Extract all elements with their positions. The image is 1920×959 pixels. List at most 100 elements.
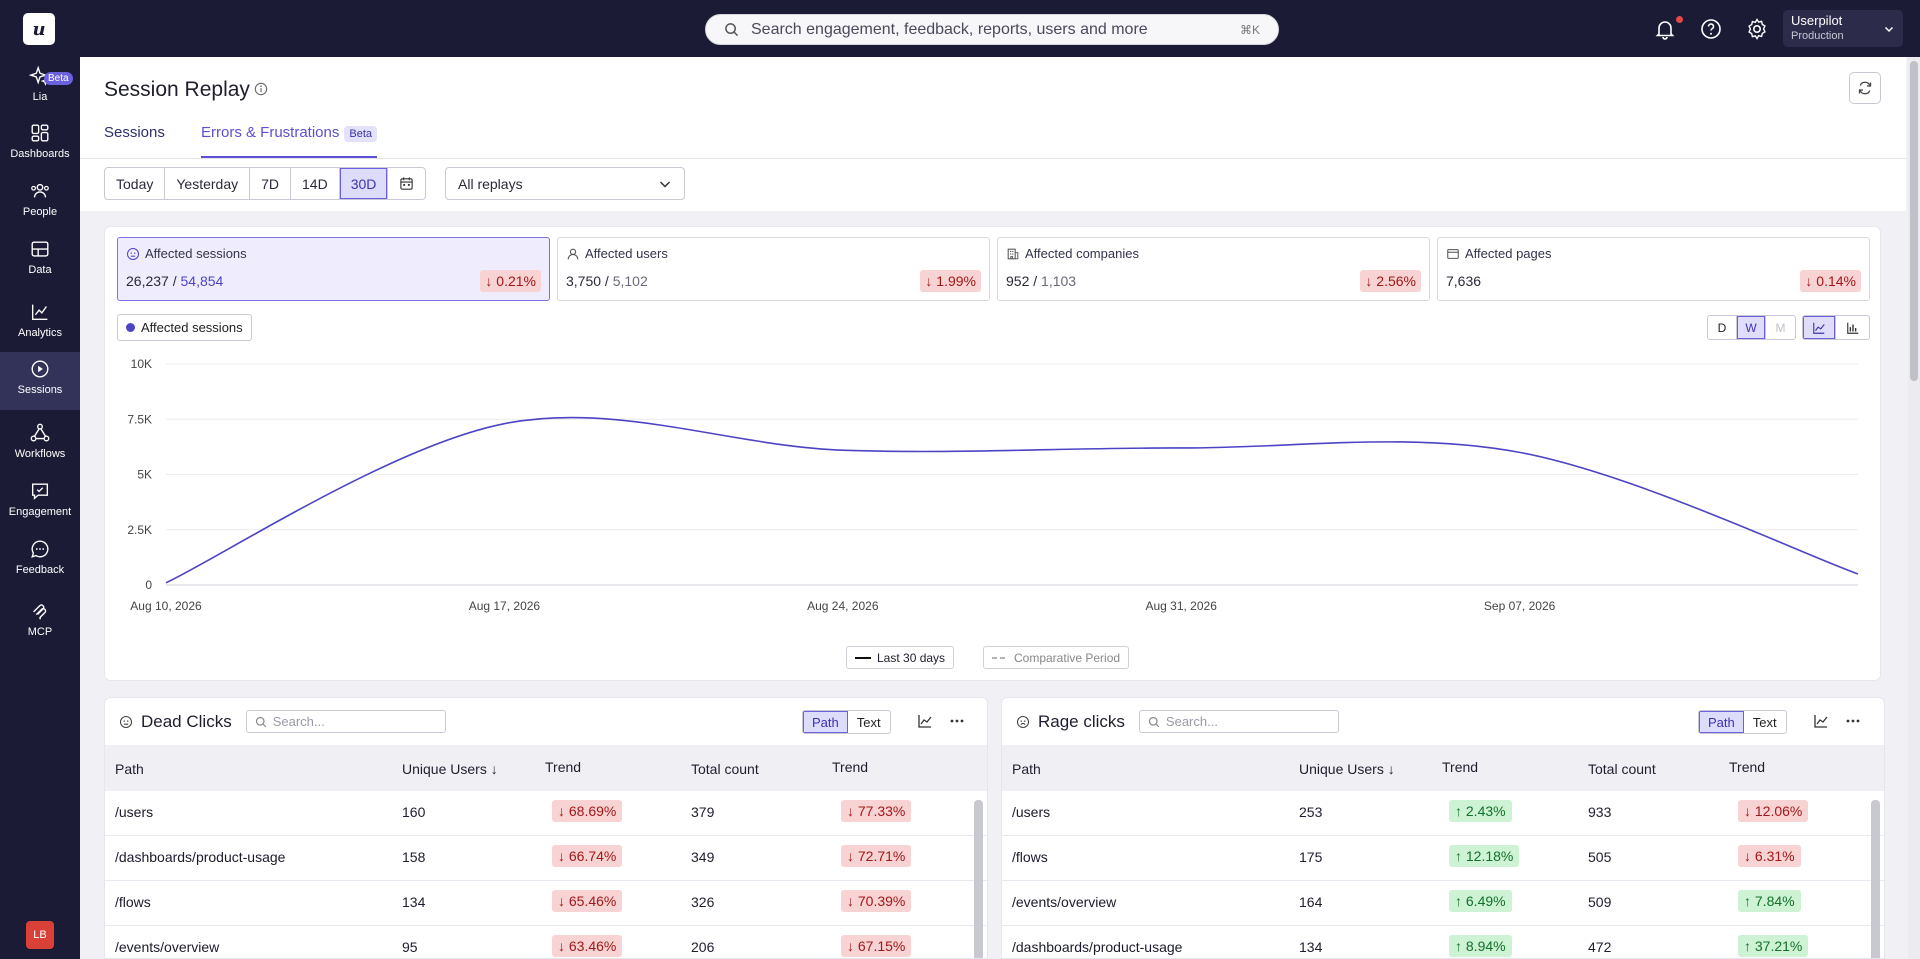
metric-affected-users[interactable]: Affected users 3,750 / 5,102 ↓ 1.99% [557, 237, 990, 301]
more-options-icon[interactable] [1845, 713, 1861, 729]
table-row[interactable]: /flows 175 ↑ 12.18% 505 ↓ 6.31% [1002, 836, 1884, 881]
metric-value: 7,636 [1446, 273, 1482, 289]
table-row[interactable]: /users 253 ↑ 2.43% 933 ↓ 12.06% [1002, 791, 1884, 836]
rage-click-face-icon [1016, 715, 1030, 728]
more-options-icon[interactable] [949, 713, 965, 729]
bar-chart-button[interactable] [1836, 316, 1869, 339]
line-chart-icon[interactable] [1813, 713, 1829, 729]
metric-affected-companies[interactable]: Affected companies 952 / 1,103 ↓ 2.56% [997, 237, 1430, 301]
calendar-button[interactable] [388, 168, 425, 199]
series-chip[interactable]: Affected sessions [117, 314, 252, 341]
data-icon [31, 241, 49, 257]
col-trend[interactable]: Trend [1729, 759, 1766, 775]
info-icon[interactable] [254, 82, 268, 96]
table-row[interactable]: /dashboards/product-usage 158 ↓ 66.74% 349 ↓… [105, 836, 987, 881]
sidebar-item-analytics[interactable]: Analytics [0, 301, 80, 349]
trend-value: 6.31% [1754, 848, 1795, 864]
refresh-button[interactable] [1849, 72, 1881, 104]
sidebar-item-sessions[interactable]: Sessions [0, 352, 80, 410]
table-scrollbar[interactable] [1871, 800, 1880, 958]
metric-total: 54,854 [180, 273, 224, 289]
help-icon[interactable] [1699, 17, 1723, 41]
sidebar-item-engagement[interactable]: Engagement [0, 480, 80, 528]
legend-comparative-period[interactable]: Comparative Period [983, 646, 1130, 669]
building-icon [1007, 248, 1019, 259]
range-30d[interactable]: 30D [339, 168, 389, 199]
sidebar-item-data[interactable]: Data [0, 238, 80, 286]
table-scrollbar[interactable] [974, 800, 983, 958]
sidebar-item-label: Workflows [14, 448, 66, 460]
app-logo[interactable]: u [23, 13, 55, 45]
trend-value: 67.15% [857, 938, 906, 954]
sidebar-item-feedback[interactable]: Feedback [0, 538, 80, 586]
range-7d[interactable]: 7D [250, 168, 292, 199]
line-chart-button[interactable] [1803, 316, 1836, 339]
toggle-path[interactable]: Path [1699, 711, 1744, 733]
toggle-text[interactable]: Text [1752, 714, 1777, 730]
sidebar-item-dashboards[interactable]: Dashboards [0, 122, 80, 170]
rage-clicks-panel: Rage clicks Search... Path Text Path Uniq… [1001, 697, 1885, 959]
dead-clicks-search[interactable]: Search... [245, 710, 446, 733]
account-switcher[interactable]: Userpilot Production [1783, 10, 1903, 47]
sidebar-item-label: Sessions [17, 384, 63, 396]
page-icon [1447, 248, 1459, 259]
cell-path[interactable]: /users [1012, 804, 1051, 820]
col-trend[interactable]: Trend [545, 759, 582, 775]
metric-affected-sessions[interactable]: Affected sessions 26,237 / 54,854 ↓ 0.21… [117, 237, 550, 301]
col-trend[interactable]: Trend [1442, 759, 1479, 775]
granularity-week[interactable]: W [1737, 316, 1766, 339]
toggle-path[interactable]: Path [803, 711, 848, 733]
cell-unique-users: 175 [1299, 849, 1323, 865]
account-environment: Production [1791, 30, 1844, 42]
rage-clicks-search[interactable]: Search... [1138, 710, 1339, 733]
series-line-affected-sessions[interactable] [165, 416, 1859, 584]
sidebar-item-workflows[interactable]: Workflows [0, 422, 80, 470]
replay-filter-dropdown[interactable]: All replays [445, 167, 685, 200]
cell-path[interactable]: /dashboards/product-usage [115, 849, 286, 865]
toggle-text[interactable]: Text [856, 714, 881, 730]
tab-sessions[interactable]: Sessions [104, 124, 165, 158]
table-row[interactable]: /events/overview 95 ↓ 63.46% 206 ↓ 67.15% [105, 926, 987, 958]
tab-errors-frustrations[interactable]: Errors & Frustrations Beta [201, 124, 378, 158]
sidebar-item-lia[interactable]: Lia Beta [0, 65, 80, 113]
page-scrollbar-thumb[interactable] [1910, 61, 1918, 381]
granularity-day[interactable]: D [1708, 316, 1737, 339]
settings-gear-icon[interactable] [1745, 17, 1769, 41]
chevron-down-icon [659, 180, 671, 188]
range-14d[interactable]: 14D [291, 168, 340, 199]
cell-path[interactable]: /users [115, 804, 154, 820]
col-unique-users[interactable]: Unique Users ↓ [1299, 761, 1395, 777]
legend-current-period[interactable]: Last 30 days [846, 646, 955, 669]
table-row[interactable]: /users 160 ↓ 68.69% 379 ↓ 77.33% [105, 791, 987, 836]
table-row[interactable]: /dashboards/product-usage 134 ↑ 8.94% 472 ↑ … [1002, 926, 1884, 958]
cell-total-count: 206 [691, 939, 715, 955]
col-total-count[interactable]: Total count [1588, 761, 1656, 777]
table-row[interactable]: /events/overview 164 ↑ 6.49% 509 ↑ 7.84% [1002, 881, 1884, 926]
col-total-count[interactable]: Total count [691, 761, 759, 777]
page-title: Session Replay [104, 78, 250, 101]
col-unique-users[interactable]: Unique Users ↓ [402, 761, 498, 777]
analytics-icon [31, 304, 48, 321]
user-avatar[interactable]: LB [26, 921, 54, 949]
cell-path[interactable]: /flows [115, 894, 151, 910]
global-search[interactable]: Search engagement, feedback, reports, us… [705, 14, 1279, 45]
y-tick-label: 2.5K [127, 523, 152, 537]
col-trend[interactable]: Trend [832, 759, 869, 775]
col-path[interactable]: Path [1012, 761, 1041, 777]
line-chart-icon[interactable] [917, 713, 933, 729]
cell-path[interactable]: /flows [1012, 849, 1048, 865]
bell-icon[interactable] [1653, 17, 1677, 41]
range-today[interactable]: Today [105, 168, 166, 199]
cell-path[interactable]: /events/overview [1012, 894, 1117, 910]
metric-affected-pages[interactable]: Affected pages 7,636 ↓ 0.14% [1437, 237, 1870, 301]
page-scrollbar[interactable] [1908, 57, 1920, 959]
cell-path[interactable]: /events/overview [115, 939, 220, 955]
table-row[interactable]: /flows 134 ↓ 65.46% 326 ↓ 70.39% [105, 881, 987, 926]
sidebar-item-mcp[interactable]: MCP [0, 600, 80, 648]
col-path[interactable]: Path [115, 761, 144, 777]
sidebar-item-label: People [22, 206, 58, 218]
sidebar-item-people[interactable]: People [0, 180, 80, 228]
range-yesterday[interactable]: Yesterday [165, 168, 251, 199]
cell-path[interactable]: /dashboards/product-usage [1012, 939, 1183, 955]
page-header: Session Replay Sessions Errors & Frustra… [80, 57, 1906, 159]
